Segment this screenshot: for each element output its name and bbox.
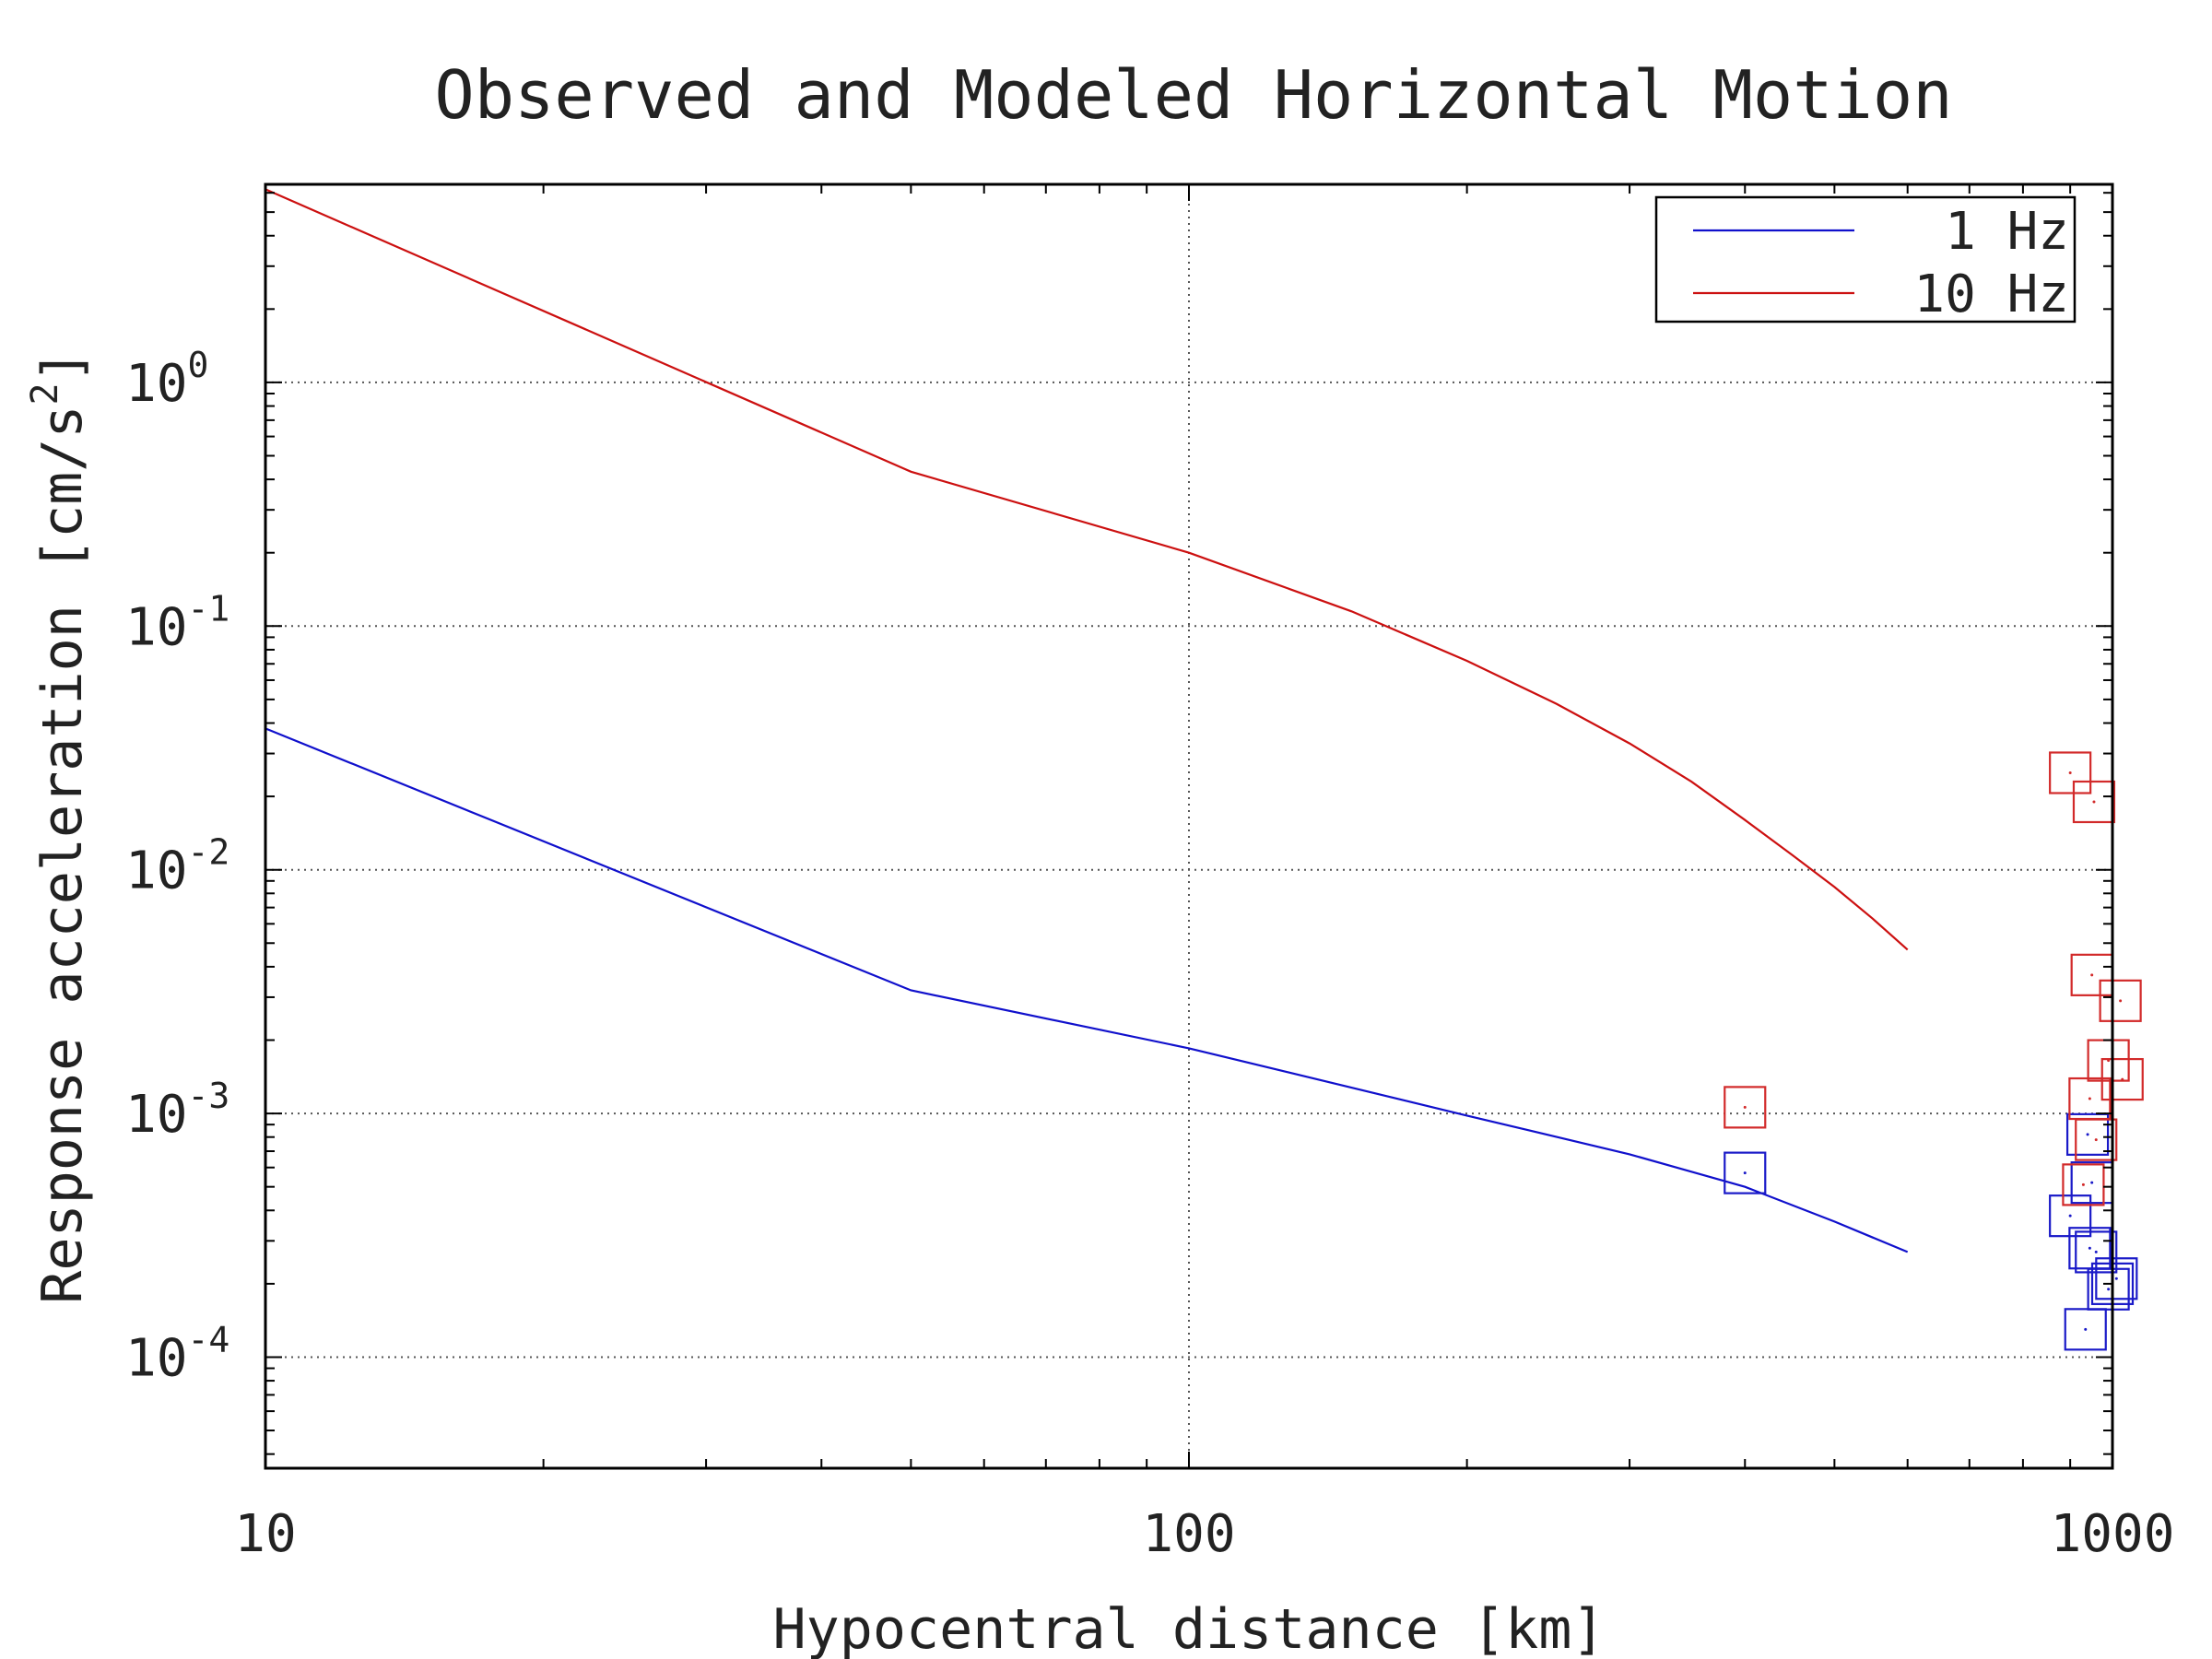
y-axis-label-exponent: 2 xyxy=(24,382,66,405)
x-tick-label: 100 xyxy=(1142,1504,1235,1564)
observation-point-1-hz xyxy=(2065,1112,2110,1156)
observation-point-10-hz xyxy=(1724,1086,1767,1129)
y-tick-label: 100 xyxy=(125,345,208,414)
observation-center-dot xyxy=(2107,1288,2111,1291)
y-tick-base: 10 xyxy=(125,597,187,657)
chart-title: Observed and Modeled Horizontal Motion xyxy=(434,56,1952,134)
x-tick-label: 10 xyxy=(234,1504,296,1564)
y-tick-base: 10 xyxy=(125,1328,187,1388)
observation-center-dot xyxy=(2121,1077,2124,1081)
observation-center-dot xyxy=(2114,1277,2118,1280)
y-axis-label-main: Response acceleration [cm/s xyxy=(30,405,95,1303)
observation-point-10-hz xyxy=(2062,1163,2105,1206)
y-tick-label: 10-2 xyxy=(125,832,229,901)
legend-label: 10 Hz xyxy=(1913,265,2069,324)
legend-label: 1 Hz xyxy=(1945,202,2069,262)
y-axis-label-tail: ] xyxy=(30,349,95,382)
observation-point-1-hz xyxy=(1724,1151,1767,1194)
observation-center-dot xyxy=(2094,1250,2098,1253)
series-line-10-hz xyxy=(265,188,1909,951)
observation-center-dot xyxy=(2090,973,2094,977)
y-tick-exponent: 0 xyxy=(187,345,208,385)
y-tick-label: 10-3 xyxy=(125,1076,229,1145)
y-tick-label: 10-4 xyxy=(125,1319,229,1388)
observation-center-dot xyxy=(2119,999,2123,1003)
observation-point-1-hz xyxy=(2087,1267,2130,1311)
observation-center-dot xyxy=(2090,1181,2094,1184)
y-tick-exponent: -1 xyxy=(187,588,229,629)
y-tick-exponent: -2 xyxy=(187,832,229,873)
observation-center-dot xyxy=(2088,1097,2091,1100)
y-tick-base: 10 xyxy=(125,1085,187,1145)
observation-point-1-hz xyxy=(2095,1257,2138,1300)
observation-center-dot xyxy=(2068,771,2072,774)
y-tick-base: 10 xyxy=(125,841,187,901)
observation-point-10-hz xyxy=(2099,979,2142,1022)
observation-center-dot xyxy=(2068,1214,2072,1218)
observation-center-dot xyxy=(2086,1133,2089,1136)
plot-frame xyxy=(264,182,2114,1470)
observation-markers xyxy=(1724,751,2144,1351)
series-line-1-hz xyxy=(265,727,1909,1253)
svg-text:Response acceleration [cm/s2]: Response acceleration [cm/s2] xyxy=(24,349,95,1304)
observation-point-10-hz xyxy=(2049,751,2092,794)
observation-point-1-hz xyxy=(2064,1308,2107,1351)
observation-center-dot xyxy=(2084,1327,2088,1331)
observation-center-dot xyxy=(2088,1246,2091,1250)
grid xyxy=(265,184,2112,1468)
observation-center-dot xyxy=(1743,1105,1747,1109)
observation-center-dot xyxy=(2081,1182,2085,1186)
y-axis-label: Response acceleration [cm/s2] xyxy=(24,349,95,1304)
observation-center-dot xyxy=(2092,800,2096,804)
x-tick-label: 1000 xyxy=(2051,1504,2175,1564)
observation-point-10-hz xyxy=(2072,780,2116,824)
observation-center-dot xyxy=(1743,1171,1747,1175)
y-tick-base: 10 xyxy=(125,354,187,414)
observation-point-10-hz xyxy=(2075,1118,2118,1161)
y-tick-label: 10-1 xyxy=(125,588,229,657)
y-tick-exponent: -3 xyxy=(187,1076,229,1116)
observation-center-dot xyxy=(2094,1138,2098,1142)
series-lines xyxy=(265,188,1909,1253)
x-axis-label: Hypocentral distance [km] xyxy=(772,1597,1605,1659)
y-tick-exponent: -4 xyxy=(187,1319,229,1359)
legend-box xyxy=(1654,195,2077,324)
